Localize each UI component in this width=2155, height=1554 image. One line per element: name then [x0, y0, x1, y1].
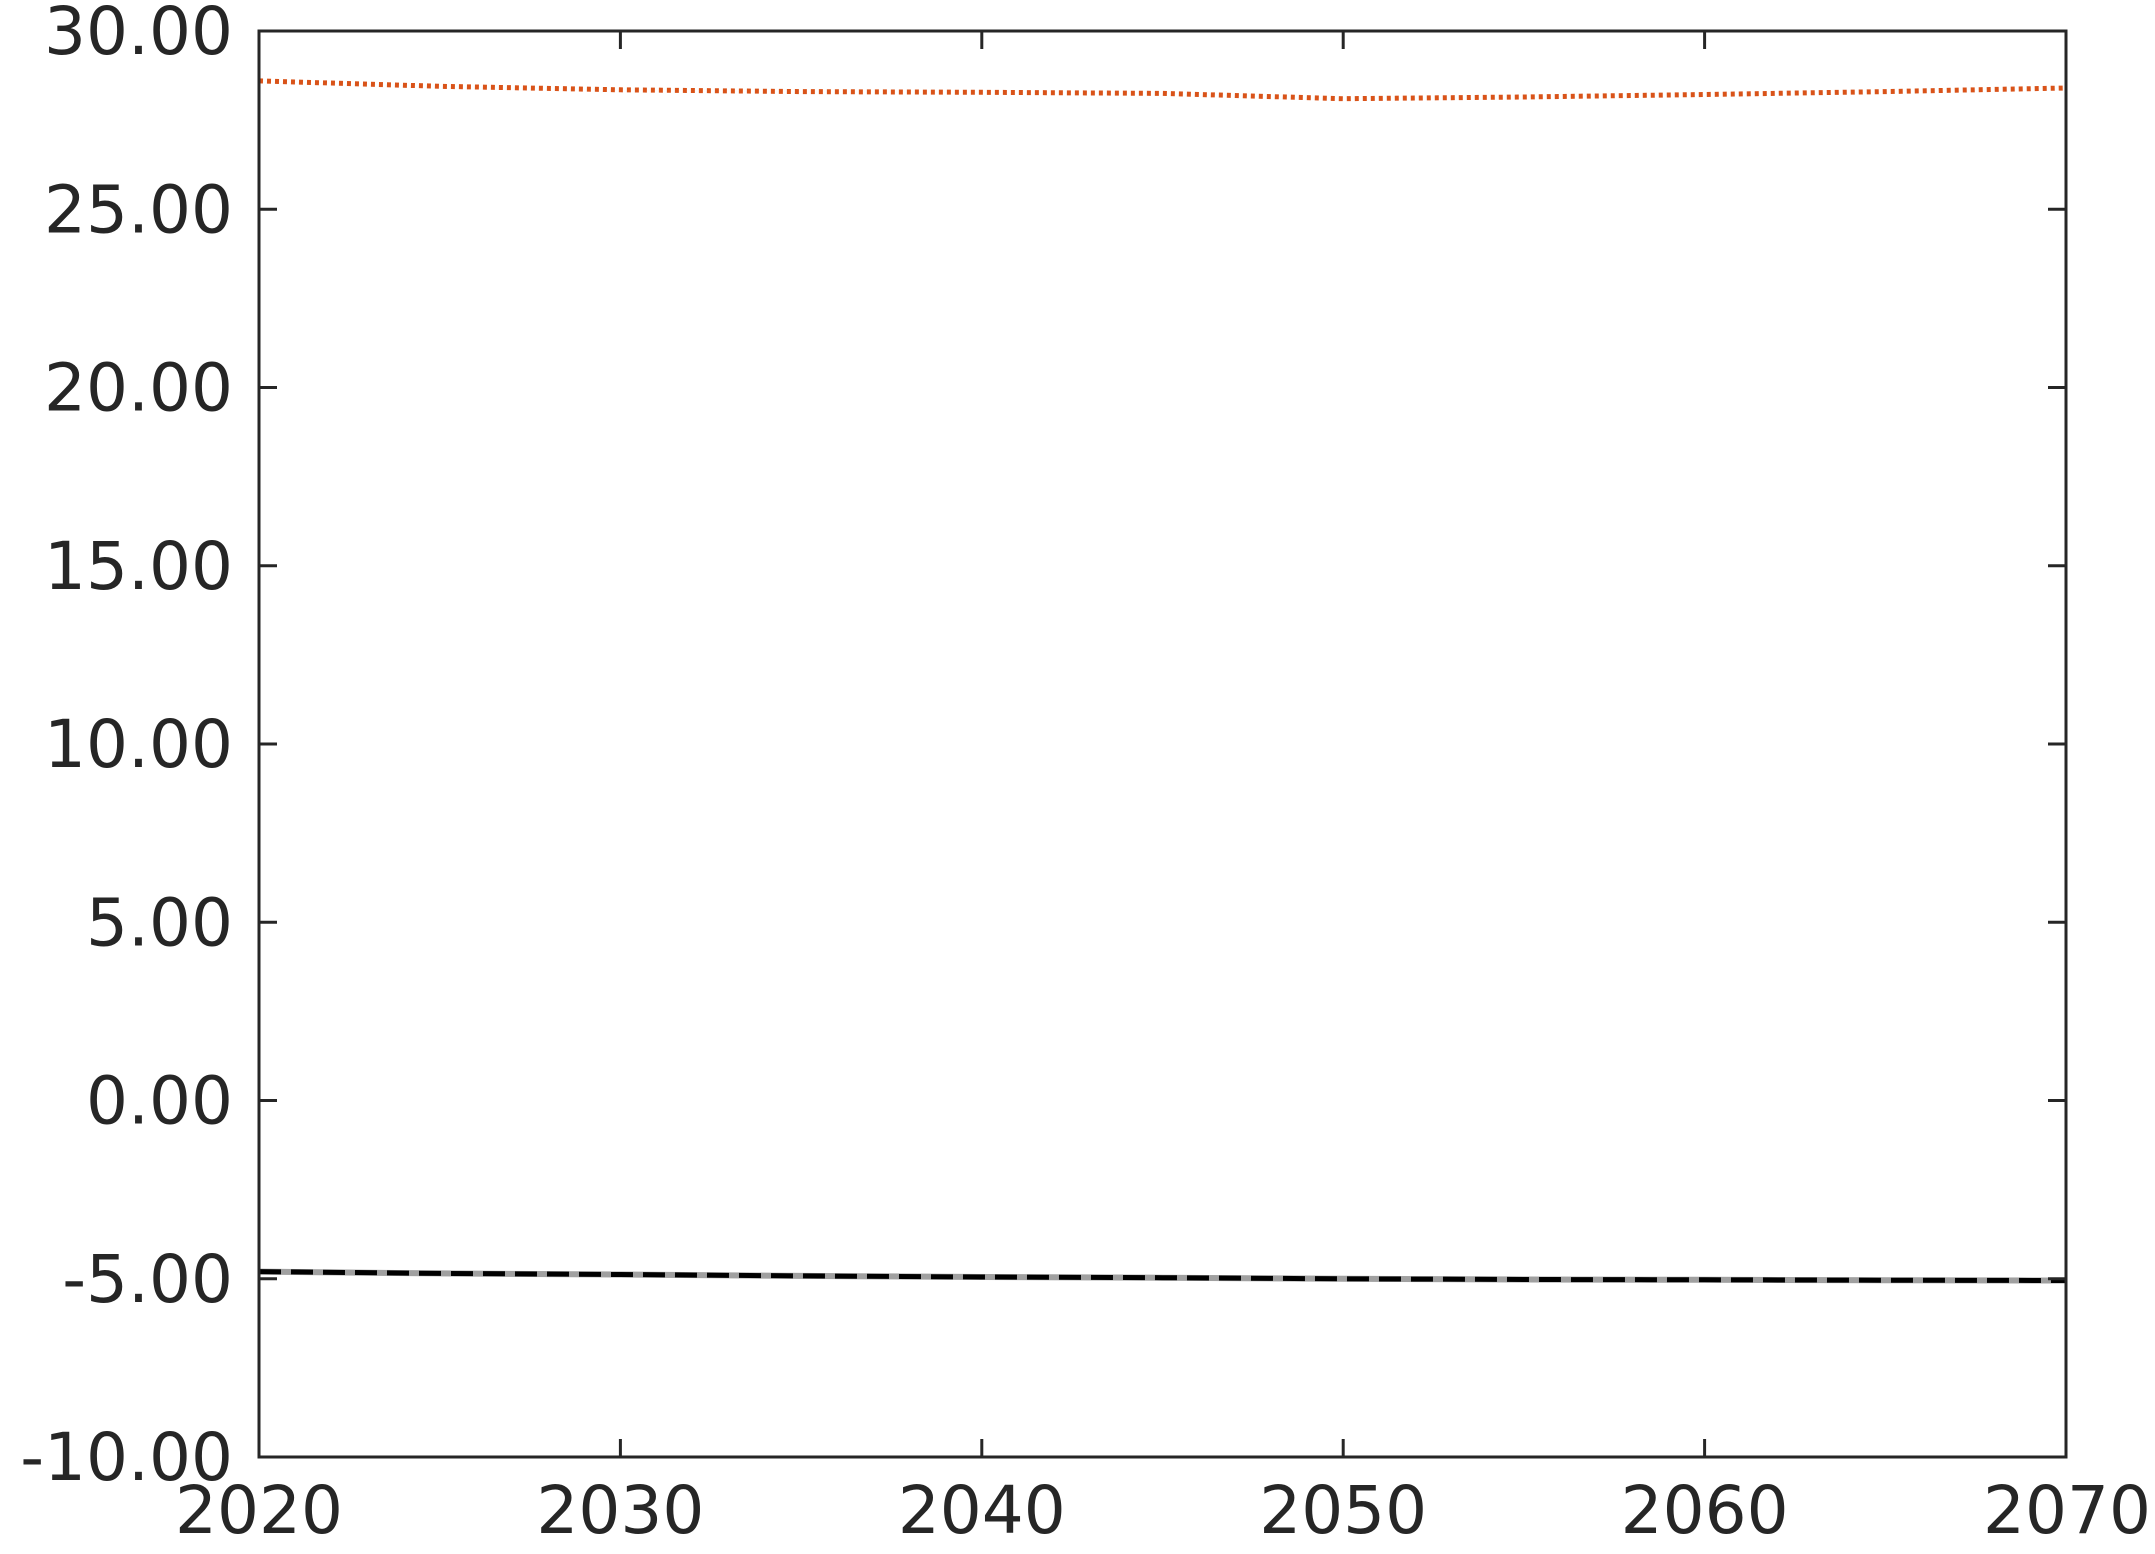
x-tick-label: 2020 [175, 1472, 343, 1549]
series-line-1 [258, 78, 2067, 102]
y-tick-label: 10.00 [44, 706, 233, 783]
y-tick-label: -5.00 [62, 1241, 233, 1318]
x-tick-label: 2060 [1621, 1472, 1789, 1549]
x-tick-label: 2050 [1259, 1472, 1427, 1549]
series-line-3 [258, 1269, 2067, 1283]
y-tick-label: 25.00 [44, 171, 233, 248]
ticks-layer: -10.00 -5.00 0.00 5.00 10.00 15.00 20.00 25.00 3… [20, 0, 2151, 1549]
y-tick-label: 30.00 [44, 0, 233, 70]
y-tick-label: -10.00 [20, 1419, 233, 1496]
x-tick-label: 2030 [536, 1472, 704, 1549]
plot-area-frame [257, 29, 2068, 1459]
y-tick-label: 20.00 [44, 350, 233, 427]
x-tick-label: 2040 [898, 1472, 1066, 1549]
series-layer [258, 78, 2067, 1284]
y-tick-label: 15.00 [44, 528, 233, 605]
x-tick-label: 2070 [1983, 1472, 2151, 1549]
y-tick-label: 0.00 [86, 1063, 233, 1140]
y-tick-label: 5.00 [86, 884, 233, 961]
